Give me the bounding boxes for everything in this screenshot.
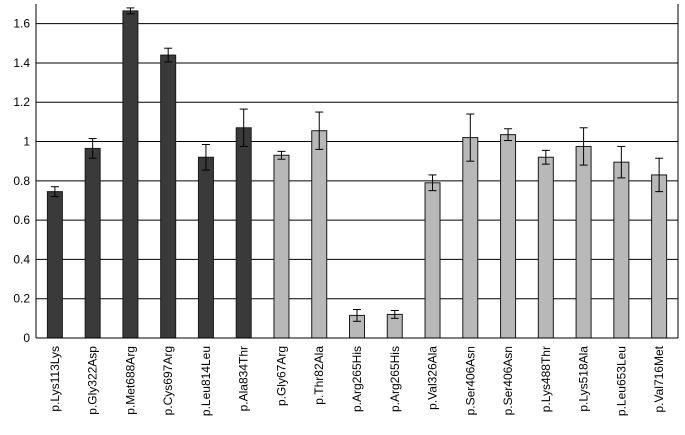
bars [46,10,668,339]
y-tick-label: 0.2 [13,292,30,306]
error-bar [315,111,324,150]
bar [197,156,214,339]
y-tick-label: 0 [23,331,30,345]
x-category-label: p.Ala834Thr [237,346,251,411]
x-category-label: p.Ser406Asn [463,346,477,415]
bar [311,130,328,339]
error-bar [164,47,173,63]
error-bar [277,150,286,160]
axes [35,4,679,339]
x-category-label: p.Cys697Arg [161,346,175,415]
y-tick-label: 1 [23,135,30,149]
error-bar [504,128,513,142]
x-category-label: p.Met688Arg [123,346,137,415]
error-bar [353,309,361,322]
x-category-label: p.Arg265His [350,346,364,412]
y-axis-tick-labels: 0 0.2 0.4 0.6 0.8 1 1.2 1.4 1.6 [13,17,30,345]
x-axis-category-labels: p.Lys113Lys p.Gly322Asp p.Met688Arg p.Cys69… [48,345,666,416]
y-tick-label: 1.6 [13,17,30,31]
y-tick-label: 0.6 [13,213,30,227]
x-category-label: p.Leu653Leu [614,346,628,416]
x-category-label: p.Lys113Lys [48,346,62,412]
error-bars [50,7,664,322]
x-category-label: p.Gly67Arg [274,346,288,406]
bar [84,147,101,339]
y-tick-label: 1.2 [13,95,30,109]
bar [46,191,63,339]
bar [500,134,517,339]
gridlines [36,23,678,300]
error-bar [390,309,399,319]
bar [575,145,592,339]
y-tick-label: 0.8 [13,174,30,188]
x-category-label: p.Val326Ala [426,346,440,410]
error-bar [541,149,550,165]
error-bar [579,127,588,166]
x-category-label: p.Thr82Ala [312,346,326,405]
error-bar [201,143,210,171]
y-tick-label: 1.4 [13,56,30,70]
error-bar [239,108,248,147]
x-category-label: p.Lys488Thr [539,346,553,412]
x-category-label: p.Arg265His [388,346,402,412]
bar [235,127,252,339]
x-category-label: p.Gly322Asp [86,346,100,415]
bar [537,156,554,339]
bar [160,54,177,339]
bar [424,182,441,339]
x-category-label: p.Val716Met [652,345,666,412]
error-bar [655,157,664,193]
x-category-label: p.Leu814Leu [199,346,213,416]
bar [122,10,139,339]
x-category-label: p.Ser406Asn [501,346,515,415]
error-bar [617,145,626,179]
error-bar [88,138,97,159]
x-category-label: p.Lys518Ala [577,346,591,412]
error-bar [50,186,59,198]
y-tick-label: 0.4 [13,252,30,266]
bar [462,137,479,339]
bar [651,174,668,339]
error-bar [466,113,475,162]
bar [273,154,290,339]
bar [613,161,630,339]
error-bar [428,174,437,192]
error-bar [126,7,135,15]
